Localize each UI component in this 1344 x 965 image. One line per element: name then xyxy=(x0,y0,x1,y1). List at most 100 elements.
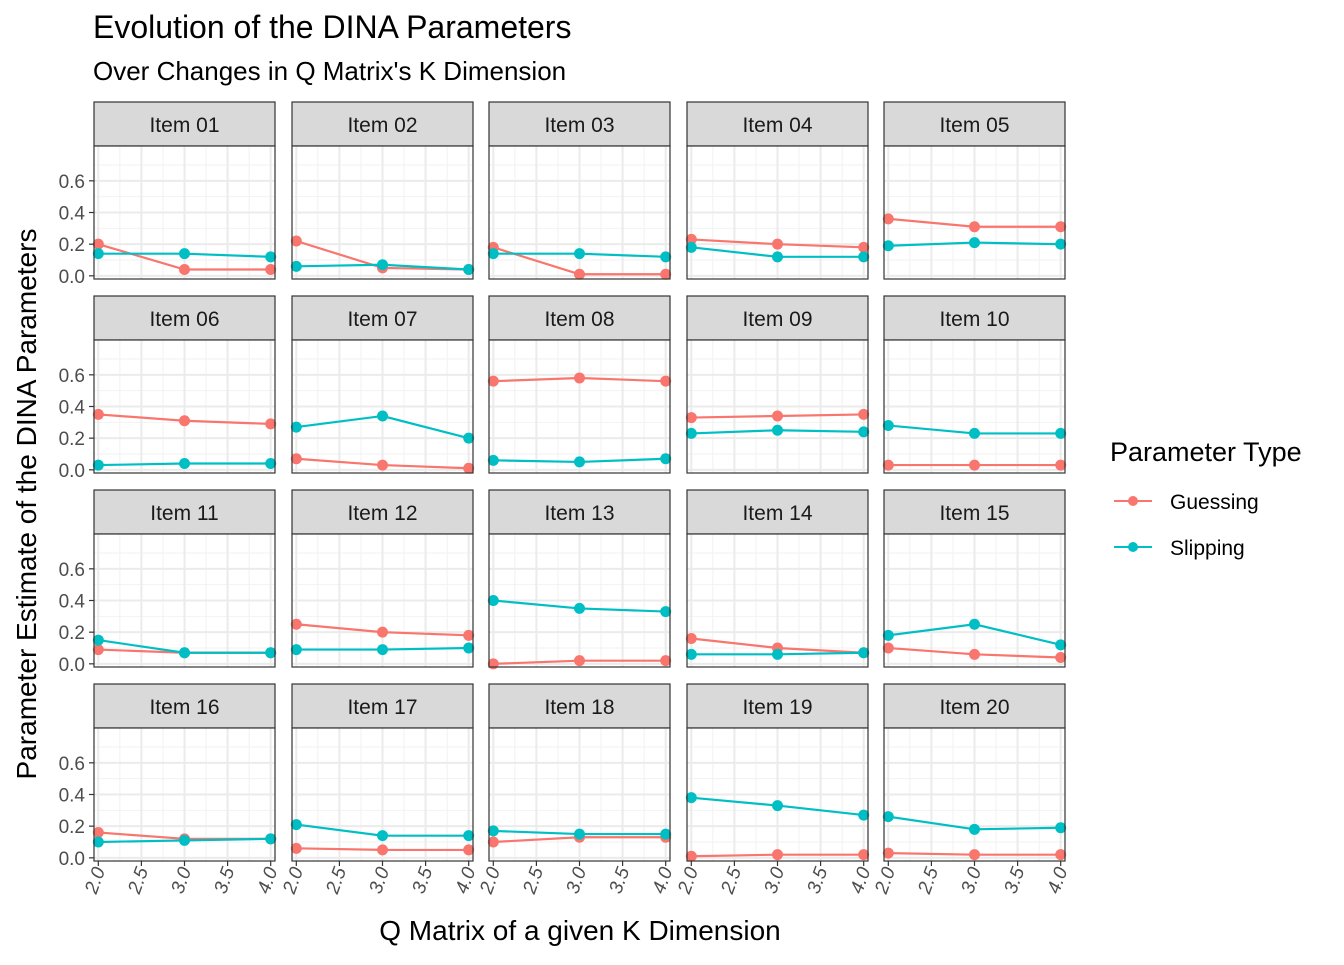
data-point-slipping xyxy=(685,241,697,253)
facet-grid: Item 01 0.0 0.2 0.4 0.6 Item 02 Item 03 Item 04… xyxy=(59,101,1073,897)
facet-strip xyxy=(488,295,671,341)
data-point-slipping xyxy=(92,634,104,646)
facet-strip xyxy=(93,295,276,341)
facet-panel: Item 20 2.0 2.5 3.0 3.5 4.0 xyxy=(871,683,1073,897)
x-tick-label: 3.5 xyxy=(211,864,240,896)
data-point-guessing xyxy=(92,408,104,420)
facet-strip xyxy=(291,295,474,341)
data-point-guessing xyxy=(969,849,980,861)
data-point-slipping xyxy=(685,648,697,660)
facet-panel: Item 19 2.0 2.5 3.0 3.5 4.0 xyxy=(674,683,876,897)
data-point-slipping xyxy=(179,834,190,846)
y-tick-label: 0.4 xyxy=(59,398,86,419)
data-point-slipping xyxy=(463,830,475,842)
facet-panel: Item 14 xyxy=(685,489,870,668)
x-tick-label: 2.0 xyxy=(674,864,703,897)
legend-label-slipping: Slipping xyxy=(1170,537,1245,560)
data-point-slipping xyxy=(179,458,190,469)
x-tick-label: 3.0 xyxy=(365,864,394,896)
panel-border xyxy=(686,339,869,474)
data-point-guessing xyxy=(969,648,980,660)
data-point-slipping xyxy=(290,421,302,433)
data-point-slipping xyxy=(858,426,870,438)
x-axis-label: Q Matrix of a given K Dimension xyxy=(379,915,781,946)
data-point-slipping xyxy=(377,259,388,271)
y-tick-label: 0.2 xyxy=(59,817,85,838)
data-point-slipping xyxy=(1055,639,1067,651)
facet-strip-label: Item 02 xyxy=(347,114,417,137)
x-tick-label: 4.0 xyxy=(649,864,678,896)
facet-strip xyxy=(883,683,1066,729)
data-point-guessing xyxy=(685,412,697,424)
facet-panel: Item 12 xyxy=(290,489,475,668)
y-tick-label: 0.0 xyxy=(59,655,85,676)
data-point-guessing xyxy=(463,629,475,641)
data-point-guessing xyxy=(685,233,697,245)
data-point-slipping xyxy=(660,453,672,465)
x-tick-label: 2.0 xyxy=(279,864,308,897)
y-tick-label: 0.4 xyxy=(59,592,86,613)
panel-border xyxy=(686,145,869,280)
data-point-guessing xyxy=(772,238,783,250)
x-tick-label: 2.0 xyxy=(476,864,505,897)
data-point-guessing xyxy=(882,459,894,471)
x-tick-label: 3.5 xyxy=(804,864,833,896)
data-point-slipping xyxy=(377,644,388,656)
x-tick-label: 2.5 xyxy=(124,864,153,897)
data-point-guessing xyxy=(858,849,870,861)
facet-strip-label: Item 03 xyxy=(544,114,614,137)
facet-strip-label: Item 10 xyxy=(939,308,1009,331)
data-point-slipping xyxy=(265,251,277,263)
data-point-guessing xyxy=(377,626,388,638)
facet-strip xyxy=(686,489,869,535)
data-point-slipping xyxy=(969,618,980,630)
data-point-guessing xyxy=(1055,221,1067,233)
data-point-guessing xyxy=(660,375,672,387)
data-point-guessing xyxy=(92,644,104,656)
panel-border xyxy=(291,533,474,668)
data-point-slipping xyxy=(1055,427,1067,439)
facet-strip-label: Item 06 xyxy=(149,308,219,331)
data-point-guessing xyxy=(660,268,672,280)
data-point-slipping xyxy=(463,642,475,654)
legend-key-point-guessing xyxy=(1128,496,1138,506)
chart-title: Evolution of the DINA Parameters xyxy=(93,9,571,45)
data-point-slipping xyxy=(772,251,783,263)
facet-strip xyxy=(883,489,1066,535)
data-point-slipping xyxy=(463,264,475,275)
x-tick-label: 4.0 xyxy=(254,864,283,896)
data-point-guessing xyxy=(574,372,585,384)
data-point-slipping xyxy=(179,647,190,659)
facet-strip-label: Item 04 xyxy=(742,114,812,137)
data-point-slipping xyxy=(772,424,783,436)
panel-border xyxy=(488,339,671,474)
data-point-slipping xyxy=(487,454,499,466)
facet-strip xyxy=(93,683,276,729)
data-point-slipping xyxy=(377,830,388,842)
facet-strip xyxy=(488,101,671,147)
legend-label-guessing: Guessing xyxy=(1170,491,1259,514)
panel-border xyxy=(291,339,474,474)
data-point-slipping xyxy=(574,456,585,468)
facet-panel: Item 08 xyxy=(487,295,672,474)
data-point-slipping xyxy=(858,647,870,659)
facet-strip-label: Item 08 xyxy=(544,308,614,331)
data-point-slipping xyxy=(660,828,672,840)
panel-border xyxy=(686,533,869,668)
data-point-slipping xyxy=(969,237,980,249)
facet-strip-label: Item 11 xyxy=(150,502,218,525)
x-tick-label: 2.5 xyxy=(322,864,351,897)
data-point-slipping xyxy=(882,629,894,641)
facet-panel: Item 11 0.0 0.2 0.4 0.6 xyxy=(59,489,277,676)
facet-strip-label: Item 17 xyxy=(347,696,417,719)
data-point-slipping xyxy=(660,606,672,618)
data-point-guessing xyxy=(969,221,980,233)
y-tick-label: 0.2 xyxy=(59,235,85,256)
facet-strip xyxy=(93,489,276,535)
data-point-guessing xyxy=(92,827,104,838)
data-point-slipping xyxy=(1055,238,1067,250)
panel-border xyxy=(883,533,1066,668)
facet-strip-label: Item 01 xyxy=(149,114,219,137)
data-point-slipping xyxy=(179,248,190,260)
